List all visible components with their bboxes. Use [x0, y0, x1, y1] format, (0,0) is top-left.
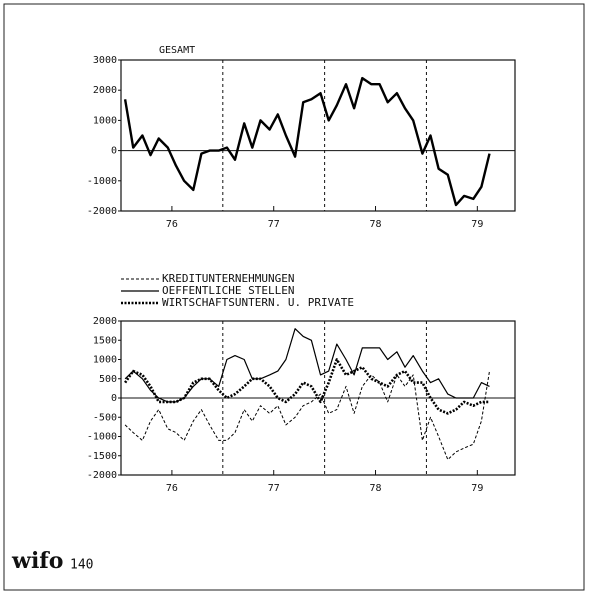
x-tick-label: 79: [471, 219, 483, 230]
x-tick-label: 78: [369, 219, 381, 230]
logo: wifo: [11, 548, 63, 574]
y-tick-label: 0: [111, 146, 117, 157]
legend-label: WIRTSCHAFTSUNTERN. U. PRIVATE: [162, 296, 354, 309]
y-tick-label: -1000: [87, 176, 117, 187]
chart-title: GESAMT: [159, 45, 195, 56]
y-tick-label: 2000: [93, 316, 117, 327]
y-tick-label: 500: [99, 374, 117, 385]
frame: [3, 3, 585, 591]
plot-frame: [120, 59, 516, 212]
y-tick-label: 3000: [93, 55, 117, 66]
series-line: [124, 358, 490, 415]
y-tick-label: -1500: [87, 451, 117, 462]
page-number: 140: [70, 558, 93, 573]
x-tick-label: 76: [166, 483, 178, 494]
series-line: [123, 76, 491, 207]
x-tick-label: 78: [369, 483, 381, 494]
legend-label: OEFFENTLICHE STELLEN: [162, 284, 294, 297]
x-tick-label: 79: [471, 483, 483, 494]
y-tick-label: 1500: [93, 335, 117, 346]
legend-label: KREDITUNTERNEHMUNGEN: [162, 272, 294, 285]
y-tick-label: -2000: [87, 470, 117, 481]
y-tick-label: -500: [93, 412, 117, 423]
series-line: [124, 328, 490, 403]
x-tick-label: 77: [268, 219, 280, 230]
series-line: [124, 371, 490, 461]
y-tick-label: -2000: [87, 206, 117, 217]
y-tick-label: 2000: [93, 85, 117, 96]
y-tick-label: 1000: [93, 115, 117, 126]
x-tick-label: 77: [268, 483, 280, 494]
y-tick-label: 0: [111, 393, 117, 404]
y-tick-label: -1000: [87, 432, 117, 443]
x-tick-label: 76: [166, 219, 178, 230]
y-tick-label: 1000: [93, 355, 117, 366]
